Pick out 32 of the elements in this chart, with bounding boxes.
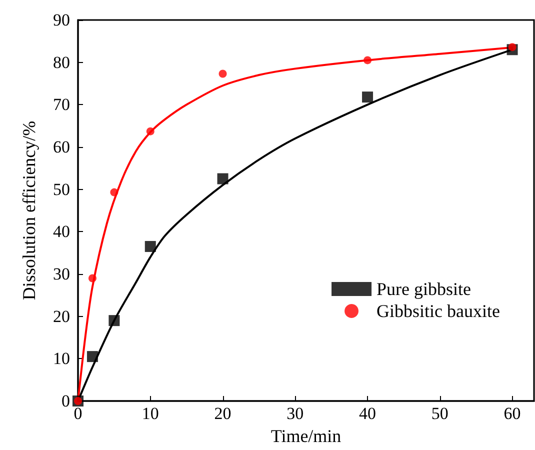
point — [217, 173, 228, 184]
y-tick-label: 80 — [53, 52, 70, 72]
point — [110, 188, 118, 196]
x-axis-title: Time/min — [270, 426, 342, 446]
x-tick-label: 10 — [142, 404, 159, 423]
x-tick-label: 20 — [214, 404, 232, 423]
y-tick-label: 0 — [62, 392, 70, 410]
point — [146, 127, 154, 136]
y-tick-label: 50 — [53, 180, 70, 199]
x-tick-label: 50 — [431, 404, 448, 423]
y-tick-label: 40 — [53, 222, 70, 242]
y-tick-label: 20 — [53, 306, 70, 326]
point — [364, 56, 372, 64]
y-tick-label: 70 — [53, 95, 70, 114]
point — [108, 315, 120, 326]
x-tick-label: 60 — [504, 404, 521, 423]
point — [86, 351, 98, 362]
x-tick-label: 30 — [286, 404, 304, 423]
x-tick-label: 40 — [359, 404, 376, 423]
y-tick-label: 10 — [53, 349, 70, 368]
point — [508, 43, 516, 52]
y-tick-label: 60 — [53, 138, 70, 156]
y-tick-label: 30 — [53, 264, 70, 284]
point — [88, 274, 96, 282]
x-tick-label: 0 — [74, 404, 82, 423]
point — [218, 70, 227, 78]
y-axis-title: Dissolution efficiency/% — [19, 120, 39, 300]
legend-label: Gibbsitic bauxite — [376, 301, 500, 321]
legend-label: Pure gibbsite — [376, 279, 472, 299]
point — [144, 240, 156, 252]
y-tick-label: 90 — [53, 10, 70, 30]
point — [362, 92, 374, 103]
